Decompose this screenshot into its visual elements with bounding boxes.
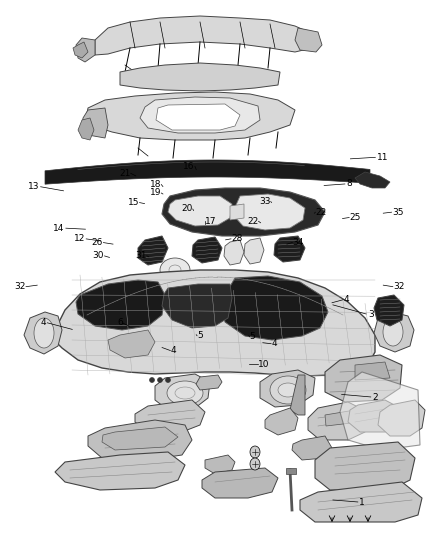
Text: 4: 4: [272, 340, 277, 348]
Text: 25: 25: [350, 213, 361, 222]
Polygon shape: [76, 38, 95, 62]
Text: 2: 2: [372, 393, 378, 401]
Polygon shape: [355, 362, 390, 380]
Polygon shape: [374, 312, 414, 352]
Ellipse shape: [166, 377, 170, 383]
Polygon shape: [108, 330, 155, 358]
Text: 17: 17: [205, 217, 216, 225]
Ellipse shape: [278, 383, 298, 397]
Text: 22: 22: [247, 217, 258, 225]
Ellipse shape: [167, 381, 203, 405]
Polygon shape: [73, 42, 88, 58]
Text: 8: 8: [346, 180, 352, 188]
Polygon shape: [162, 284, 232, 328]
Polygon shape: [55, 452, 185, 490]
Text: 3: 3: [368, 310, 374, 319]
Text: 10: 10: [258, 360, 270, 368]
Polygon shape: [78, 118, 94, 140]
Ellipse shape: [149, 377, 155, 383]
Polygon shape: [355, 172, 390, 188]
Polygon shape: [325, 410, 360, 426]
Text: 16: 16: [184, 162, 195, 171]
Polygon shape: [325, 355, 402, 402]
Text: 1: 1: [359, 498, 365, 506]
Ellipse shape: [250, 458, 260, 470]
Polygon shape: [135, 400, 205, 432]
Polygon shape: [155, 374, 210, 410]
Polygon shape: [348, 400, 400, 432]
Text: 32: 32: [14, 282, 25, 291]
Polygon shape: [140, 97, 260, 133]
Polygon shape: [374, 295, 404, 326]
Text: 5: 5: [197, 332, 203, 340]
Polygon shape: [95, 16, 315, 55]
Ellipse shape: [160, 258, 190, 282]
Text: 11: 11: [377, 153, 388, 161]
Text: 19: 19: [150, 189, 161, 197]
Ellipse shape: [270, 376, 306, 404]
Text: 4: 4: [171, 346, 177, 355]
Text: 13: 13: [28, 182, 39, 191]
Polygon shape: [290, 375, 305, 415]
Polygon shape: [168, 196, 232, 226]
Text: 31: 31: [135, 252, 147, 260]
Text: 35: 35: [392, 208, 403, 216]
Polygon shape: [86, 92, 295, 140]
Text: 28: 28: [231, 235, 243, 243]
Polygon shape: [202, 468, 278, 498]
Polygon shape: [88, 420, 192, 460]
Text: 4: 4: [40, 318, 46, 327]
Ellipse shape: [34, 318, 54, 348]
Polygon shape: [196, 375, 222, 390]
Polygon shape: [102, 427, 178, 450]
Text: 5: 5: [250, 333, 255, 341]
Text: 12: 12: [74, 235, 85, 243]
Polygon shape: [222, 276, 328, 340]
Text: 22: 22: [315, 208, 327, 216]
Polygon shape: [244, 238, 264, 264]
Polygon shape: [45, 160, 370, 184]
Polygon shape: [274, 236, 305, 262]
Text: 4: 4: [344, 295, 350, 304]
Polygon shape: [162, 188, 325, 236]
Polygon shape: [120, 63, 280, 91]
Text: 26: 26: [92, 238, 103, 247]
Polygon shape: [156, 104, 240, 130]
Text: 14: 14: [53, 224, 65, 232]
Polygon shape: [192, 237, 222, 263]
Ellipse shape: [158, 377, 162, 383]
Polygon shape: [315, 442, 415, 490]
Polygon shape: [292, 436, 332, 460]
Text: 34: 34: [293, 238, 304, 247]
Polygon shape: [300, 482, 422, 522]
Polygon shape: [295, 28, 322, 52]
Polygon shape: [234, 194, 305, 230]
Text: 32: 32: [393, 282, 405, 291]
Text: 15: 15: [128, 198, 139, 207]
Polygon shape: [24, 312, 62, 354]
Polygon shape: [224, 240, 244, 265]
Text: 30: 30: [93, 252, 104, 260]
Ellipse shape: [383, 318, 403, 346]
Polygon shape: [265, 408, 298, 435]
Polygon shape: [378, 400, 425, 436]
Polygon shape: [205, 455, 235, 474]
Polygon shape: [82, 108, 108, 138]
Text: 6: 6: [117, 319, 123, 327]
Polygon shape: [76, 280, 165, 330]
Text: 21: 21: [119, 169, 131, 177]
Polygon shape: [340, 372, 420, 450]
Text: 33: 33: [259, 197, 271, 206]
Polygon shape: [230, 204, 244, 220]
Polygon shape: [52, 270, 375, 376]
Polygon shape: [138, 236, 168, 265]
Ellipse shape: [250, 446, 260, 458]
Polygon shape: [286, 468, 296, 474]
Text: 18: 18: [150, 180, 161, 189]
Polygon shape: [308, 402, 368, 440]
Polygon shape: [260, 370, 315, 407]
Text: 20: 20: [181, 205, 193, 213]
